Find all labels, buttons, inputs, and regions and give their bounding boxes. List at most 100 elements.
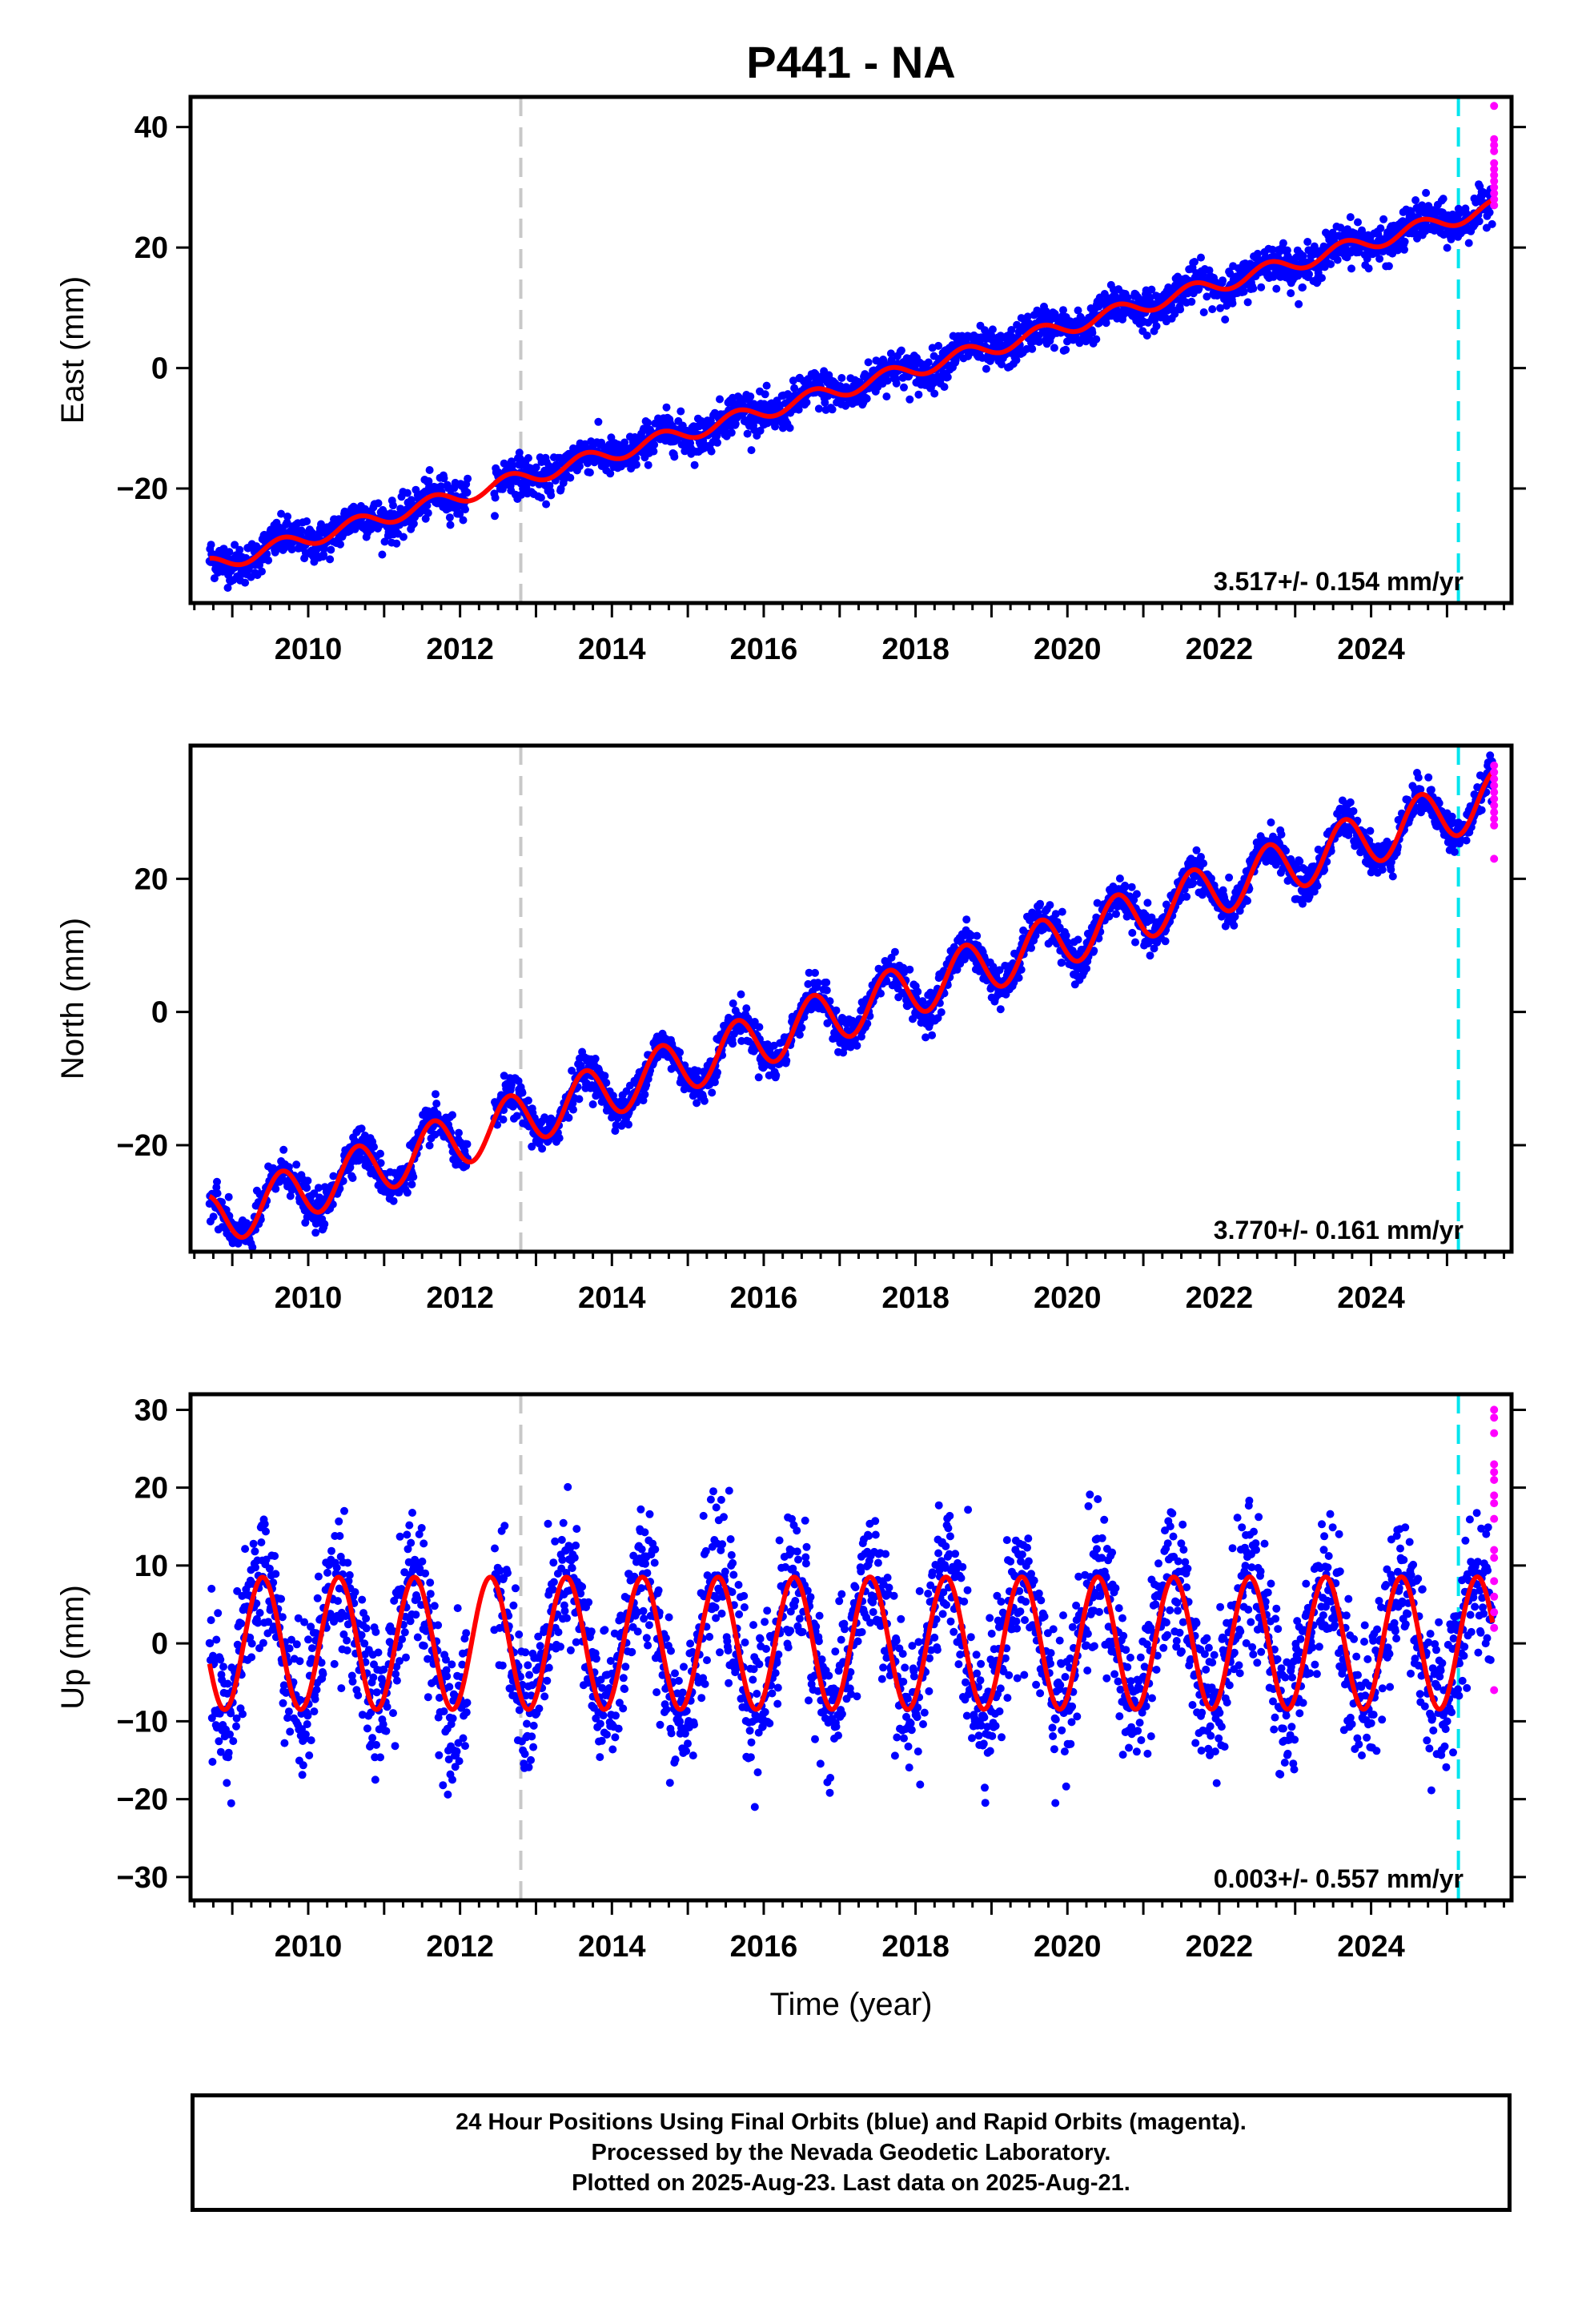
east-rapid-point [1490,183,1499,191]
east-data-point [1443,243,1452,252]
north-data-point [1105,912,1114,921]
north-data-point [937,1008,946,1016]
north-data-point [1115,875,1124,883]
north-data-point [1121,881,1130,890]
north-data-point [209,1212,218,1221]
east-data-point [1176,305,1185,314]
east-rapid-point [1490,102,1499,111]
east-data-point [1375,255,1384,263]
north-data-point [1027,943,1035,952]
north-data-point [1161,937,1170,946]
chart-title: P441 - NA [746,37,955,87]
east-data-point [1327,259,1335,268]
north-data-point [591,1055,600,1063]
north-data-point [755,1023,764,1031]
east-data-point [566,473,575,482]
east-data-point [1050,344,1058,352]
east-model-curve [209,198,1494,568]
north-data-point [1378,866,1387,874]
east-data-point [1219,276,1227,285]
east-data-point [1199,308,1208,316]
east-data-point [864,358,873,367]
east-data-point [326,555,335,564]
north-data-point [409,1172,418,1181]
east-data-point [1379,215,1388,223]
north-data-point [1243,896,1251,905]
east-data-point [1447,235,1456,243]
east-data-point [713,438,721,447]
east-data-point [649,447,658,456]
north-data-point [813,979,822,987]
north-data-point [310,1189,319,1198]
north-data-point [742,1004,751,1013]
east-data-point [785,424,794,432]
east-data-point [1012,356,1021,364]
east-data-point [225,548,234,557]
north-data-point [713,1068,721,1077]
north-data-point [538,1144,547,1153]
east-data-point [1364,264,1373,273]
east-x-tick-label: 2016 [730,633,798,666]
north-data-point [448,1111,456,1120]
east-data-point [1488,219,1496,228]
north-data-point [1230,921,1239,930]
north-data-point [1058,907,1066,916]
north-data-point [403,1188,412,1197]
east-data-point [207,541,215,549]
east-data-point [399,533,408,541]
north-data-point [1082,964,1090,973]
east-data-point [690,460,699,469]
north-data-point [303,1176,312,1185]
north-data-point [772,1071,781,1080]
north-data-point [463,1140,472,1148]
east-final-orbit-points [205,180,1497,592]
east-rapid-point [1490,195,1499,203]
east-data-point [1253,249,1262,258]
north-data-point [822,986,831,995]
east-data-point [821,398,829,407]
east-data-point [378,550,387,559]
north-data-point [600,1072,609,1080]
east-data-point [677,407,685,416]
east-data-point [716,395,724,404]
east-y-tick-label: 40 [135,111,168,145]
east-data-point [802,398,811,407]
north-data-point [811,968,819,977]
east-data-point [327,545,335,554]
east-data-point [1464,239,1473,247]
north-data-point [564,1113,573,1122]
east-data-point [670,452,679,461]
east-data-point [594,417,603,426]
north-data-point [1349,806,1358,815]
east-data-point [223,584,232,592]
east-data-point [1299,251,1307,260]
north-data-point [640,1090,649,1099]
east-data-point [576,462,584,471]
east-data-point [1305,270,1313,279]
north-data-point [314,1184,323,1192]
north-data-point [1046,901,1054,910]
east-x-tick-label: 2014 [578,633,646,666]
east-rapid-point [1490,147,1499,155]
east-data-point [1191,258,1199,266]
east-rapid-point [1490,189,1499,198]
east-data-point [1346,213,1355,222]
east-data-point [1102,319,1110,328]
east-data-point [258,567,266,576]
north-data-point [905,965,914,974]
east-data-point [1303,238,1312,246]
east-data-point [440,474,448,483]
east-data-point [943,372,952,381]
east-data-point [1272,284,1281,293]
north-data-point [1267,818,1275,826]
north-data-point [357,1124,366,1133]
east-data-point [790,384,799,392]
east-data-point [424,509,432,517]
north-data-point [389,1196,398,1205]
east-data-point [794,405,803,414]
east-data-point [1147,285,1156,294]
east-data-point [446,521,455,529]
east-data-point [1456,209,1464,218]
east-data-point [491,493,500,502]
